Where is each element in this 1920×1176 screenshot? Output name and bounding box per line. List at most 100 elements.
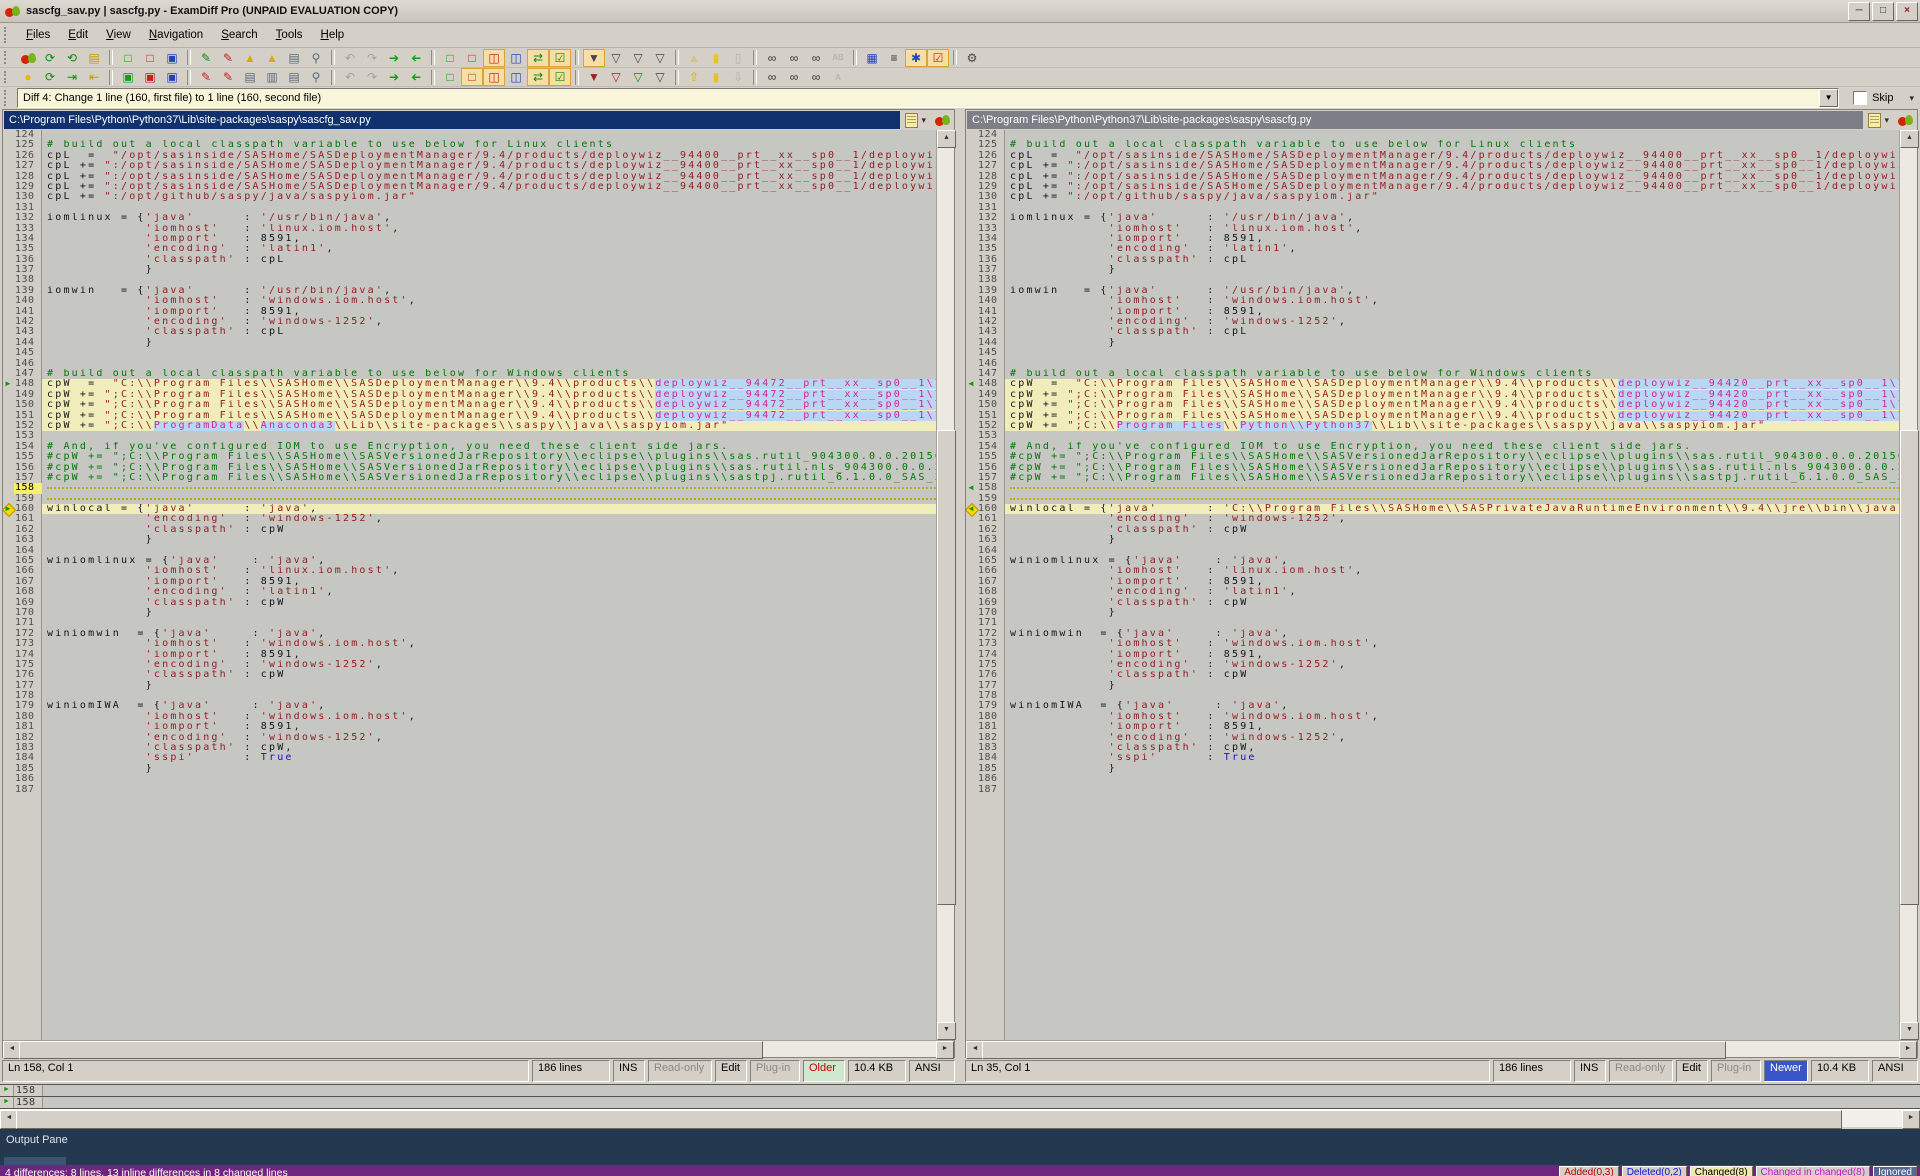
ignore-whitespace-button[interactable]: ▲ [266,50,278,65]
code-text[interactable] [1005,494,1899,504]
menu-item-files[interactable]: Files [26,29,51,41]
code-text[interactable]: 'encoding' : 'latin1', [145,244,335,255]
code-text[interactable]: 'iomport' : 8591, [1108,306,1265,317]
copy-to-first-button[interactable]: ▤ [244,70,256,84]
code-text[interactable]: 'classpath' : cpW [145,670,286,681]
code-text[interactable]: 'iomport' : 8591, [1108,233,1265,244]
code-text[interactable]: 'iomhost' : 'linux.iom.host', [1108,223,1364,234]
code-text[interactable] [42,203,936,213]
code-text[interactable]: #cpW += ";C:\\Program Files\\SASHome\\SA… [1010,472,1899,483]
pane-first-button[interactable]: □ [446,70,454,84]
code-text[interactable]: 'iomport' : 8591, [1108,649,1265,660]
code-text[interactable] [42,546,936,556]
code-text[interactable]: 'iomhost' : 'windows.iom.host', [145,639,417,650]
code-text[interactable]: # build out a local classpath variable t… [1010,140,1578,151]
code-text[interactable]: winiomIWA = {'java' : 'java', [1010,701,1290,712]
code-text[interactable] [42,359,936,369]
code-text[interactable] [1005,348,1899,358]
prev-diff-button[interactable]: ➔ [410,70,422,84]
hscroll-thumb[interactable] [982,1041,1726,1059]
code-text[interactable]: # build out a local classpath variable t… [1010,368,1594,379]
code-text[interactable]: 'iomport' : 8591, [145,576,302,587]
code-text[interactable]: } [47,535,154,546]
goto-line-icon[interactable]: ► [0,1097,14,1108]
code-text[interactable]: 'iomhost' : 'linux.iom.host', [1108,566,1364,577]
current-diff-combobox[interactable]: Diff 4: Change 1 line (160, first file) … [17,88,1840,108]
code-text[interactable]: 'encoding' : 'windows-1252', [145,514,385,525]
edit-copy-second-button[interactable]: ✎ [222,70,234,84]
code-text[interactable]: } [1010,535,1117,546]
find-prev-button[interactable]: ∞ [811,50,821,65]
view-second-pane-button[interactable]: □ [468,50,476,65]
code-text[interactable]: 'iomhost' : 'windows.iom.host', [145,711,417,722]
code-text[interactable]: 'classpath' : cpL [145,254,286,265]
code-text[interactable]: cpL += ":/opt/sasinside/SASHome/SASDeplo… [47,171,936,182]
code-text[interactable]: 'classpath' : cpW [1108,597,1249,608]
search-button[interactable]: ⚲ [311,70,321,84]
changed-count-badge[interactable]: Changed(8) [1689,1165,1753,1176]
code-text[interactable] [42,431,936,441]
deleted-count-badge[interactable]: Deleted(0,2) [1621,1165,1687,1176]
auto-sync-button[interactable]: ⇄ [527,68,549,86]
compare-icon[interactable] [1898,113,1913,127]
close-button[interactable]: × [1896,1,1918,21]
inspector-line-content[interactable] [43,1097,1920,1108]
code-text[interactable]: 'classpath' : cpW [1108,524,1249,535]
block-marker-button[interactable]: ▮ [712,50,720,65]
code-text[interactable]: cpL += ":/opt/sasinside/SASHome/SASDeplo… [47,181,936,192]
new-session-button[interactable]: ● [24,70,32,84]
code-text[interactable]: cpL += ":/opt/github/saspy/java/saspyiom… [47,192,417,203]
code-text[interactable]: 'encoding' : 'latin1', [1108,587,1298,598]
code-text[interactable]: cpW += ";C:\\Program Files\\SASHome\\SAS… [1005,400,1899,411]
changed-in-changed-badge[interactable]: Changed in changed(8) [1755,1165,1871,1176]
column-marker-button[interactable]: ▯ [734,50,742,65]
show-first-file-button[interactable]: □ [124,50,132,65]
code-text[interactable]: } [1010,337,1117,348]
scroll-right-icon[interactable]: ► [936,1041,954,1059]
code-text[interactable]: } [1010,763,1117,774]
code-text[interactable] [1005,275,1899,285]
code-text[interactable]: 'classpath' : cpW, [145,743,294,754]
code-text[interactable]: 'sspi' : True [1108,753,1257,764]
current-block-button[interactable]: ▮ [712,70,720,84]
code-text[interactable]: } [47,607,154,618]
redo-edit-button[interactable]: ↷ [366,70,378,84]
diffbar-grip[interactable] [4,90,11,106]
hscroll-thumb[interactable] [16,1110,1842,1129]
goto-line-icon[interactable]: ► [0,1085,14,1096]
code-text[interactable]: winiomwin = {'java' : 'java', [1010,628,1290,639]
view-split-vertical-button[interactable]: ◫ [483,48,505,67]
scroll-down-icon[interactable]: ▼ [937,1022,956,1040]
show-line-numbers-button[interactable]: ☑ [549,48,571,67]
code-text[interactable]: #cpW += ";C:\\Program Files\\SASHome\\SA… [1010,462,1899,473]
report-button[interactable]: ▦ [866,50,878,65]
code-text[interactable]: 'classpath' : cpW [1108,670,1249,681]
menu-item-navigation[interactable]: Navigation [148,29,204,41]
code-text[interactable]: 'classpath' : cpW [145,597,286,608]
code-text[interactable]: 'classpath' : cpW, [1108,743,1257,754]
edit-second-file-button[interactable]: ✎ [222,50,234,65]
code-text[interactable]: 'encoding' : 'windows-1252', [145,317,385,328]
show-ignored-filter-button[interactable]: ▽ [655,50,665,65]
ignore-case-button[interactable]: ▲ [244,50,256,65]
scroll-down-icon[interactable]: ▼ [1900,1022,1919,1040]
first-file-path[interactable]: C:\Program Files\Python\Python37\Lib\sit… [4,111,901,129]
second-file-path[interactable]: C:\Program Files\Python\Python37\Lib\sit… [967,111,1864,129]
pane-horizontal-button[interactable]: ◫ [510,70,522,84]
copy-block-down-button[interactable]: ⇩ [732,70,744,84]
code-text[interactable] [1005,359,1899,369]
filter-deleted-button[interactable]: ▽ [611,70,621,84]
code-text[interactable]: 'encoding' : 'windows-1252', [145,732,385,743]
skip-checkbox[interactable] [1853,91,1868,105]
code-text[interactable]: cpW = "C:\\Program Files\\SASHome\\SASDe… [1005,379,1899,390]
show-markers-button[interactable]: ☑ [549,68,571,86]
find-next-button[interactable]: ∞ [789,50,799,65]
code-text[interactable]: #cpW += ";C:\\Program Files\\SASHome\\SA… [47,452,936,463]
code-text[interactable]: 'encoding' : 'windows-1252', [1108,514,1348,525]
code-text[interactable]: 'iomport' : 8591, [145,233,302,244]
code-text[interactable]: # And, if you've configured IOM to use E… [47,441,730,452]
code-text[interactable]: cpL += ":/opt/sasinside/SASHome/SASDeplo… [1010,171,1899,182]
code-text[interactable]: 'classpath' : cpL [1108,254,1249,265]
find-prev-file-button[interactable]: ∞ [811,70,821,84]
code-text[interactable]: #cpW += ";C:\\Program Files\\SASHome\\SA… [47,462,936,473]
